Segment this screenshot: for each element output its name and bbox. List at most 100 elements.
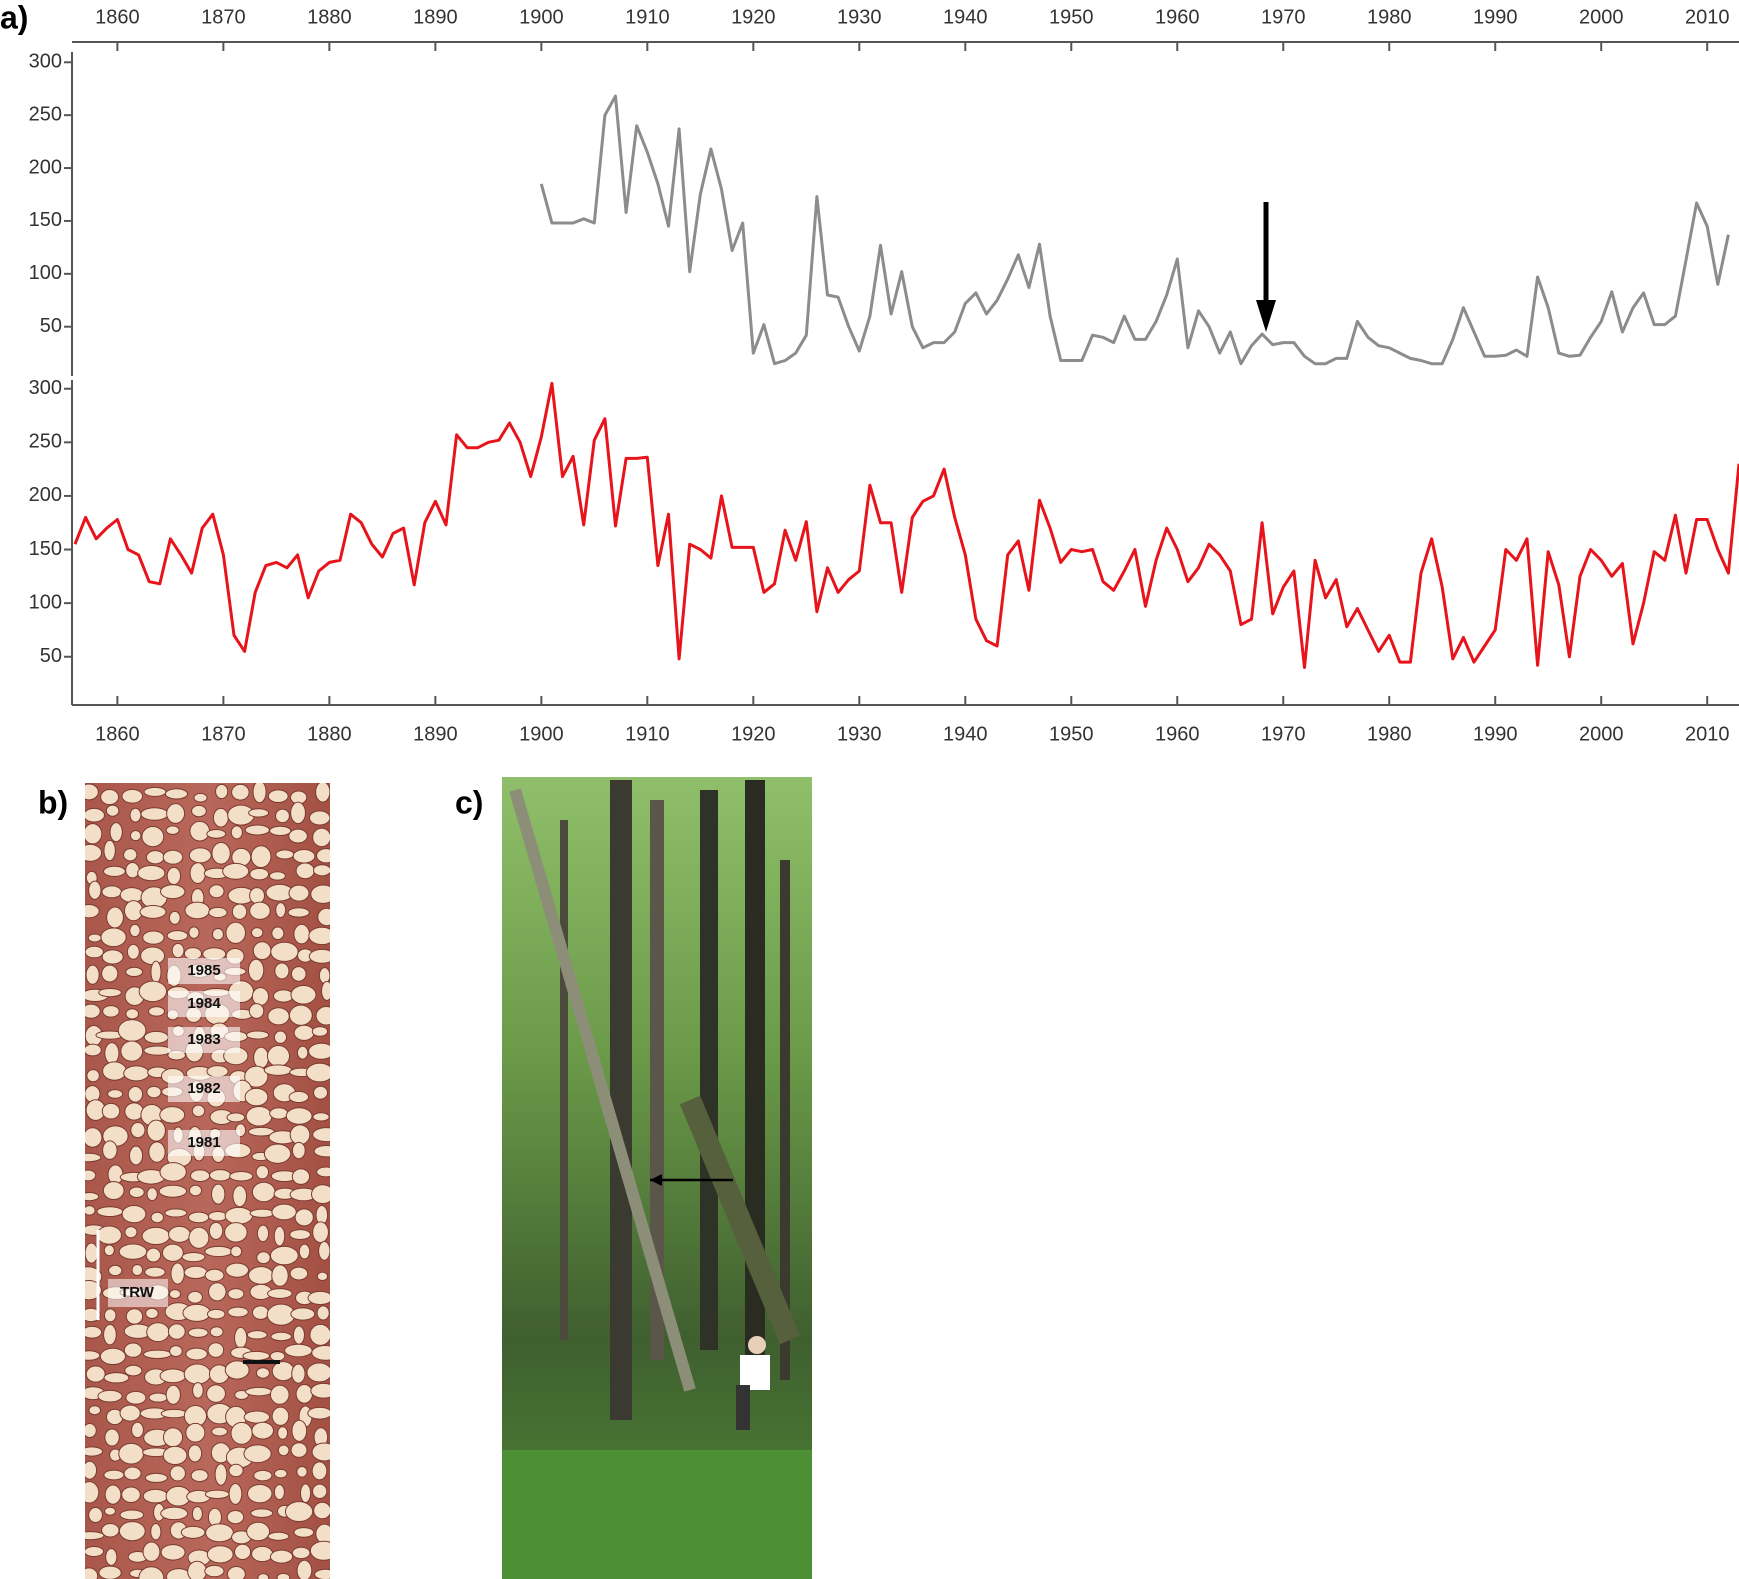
vessel [85,807,105,823]
vessel [124,1364,143,1377]
vessel [253,1469,273,1482]
x-tick-label: 1870 [201,6,246,28]
vessel [185,1347,208,1361]
x-tick-label: 1950 [1049,723,1094,745]
ring-year-label: 1983 [187,1031,220,1048]
vessel [192,1382,204,1399]
vessel [102,1061,127,1081]
vessel [234,1326,248,1349]
vessel [170,1262,185,1285]
vessel [103,1469,125,1481]
vessel [129,807,142,823]
vessel [256,1224,270,1243]
vessel [85,1043,102,1057]
x-tick-label: 1930 [837,723,882,745]
panel-label: b) [38,784,68,820]
ring-label-box [168,958,240,984]
vessel [193,792,208,803]
vessel [120,1040,144,1062]
vessel [85,1205,96,1216]
vessel [291,1419,308,1442]
vessel [315,783,330,803]
vessel [85,1531,105,1541]
vessel [250,927,264,939]
vessel [321,980,330,1001]
vessel [312,1483,328,1499]
vessel [248,1266,275,1285]
vessel [85,1169,97,1182]
vessel [101,964,119,983]
vessel [129,1145,144,1166]
x-tick-label: 1940 [943,723,988,745]
vessel [234,1543,252,1561]
vessel [250,845,272,869]
y-tick-label: 200 [29,484,62,506]
vessel [275,808,290,824]
x-tick-label: 2000 [1579,6,1624,28]
vessel [243,1410,271,1424]
vessel [293,923,310,945]
vessel [85,1545,105,1558]
vessel [191,1506,203,1522]
vessel [191,804,207,818]
vessel [244,1087,269,1107]
x-tick-label: 1990 [1473,723,1518,745]
vessel [206,1384,227,1403]
vessel [97,1389,123,1403]
vessel [312,1127,330,1143]
vessel [291,1546,311,1560]
vessel [271,926,285,941]
vessel [230,1421,253,1445]
vessel [308,926,330,946]
vessel [169,1345,183,1358]
vessel [180,1525,206,1539]
vessel [274,962,290,980]
vessel [290,801,306,825]
vessel [269,1107,289,1120]
vessel [143,1349,172,1359]
vessel [272,989,295,1003]
vessel [222,862,250,880]
vessel [102,865,126,877]
vessel [143,1045,172,1056]
vessel [263,1064,293,1076]
wood-photo [85,783,330,1579]
vessel [105,1548,118,1566]
vessel [159,884,186,900]
vessel [187,1327,209,1338]
vessel [104,1506,116,1516]
vessel [267,1007,290,1026]
vessel [85,843,103,862]
vessel [276,1572,291,1579]
vessel [251,1305,270,1320]
vessel [317,907,330,927]
x-tick-label: 1990 [1473,6,1518,28]
vessel [85,1325,103,1339]
vessel [103,1308,117,1323]
vessel [247,958,265,982]
ring-year-label: 1981 [187,1134,220,1151]
vessel [167,1323,186,1340]
vessel [190,1469,209,1483]
vessel [255,1367,270,1379]
vessel [183,947,203,961]
vessel [255,1164,270,1180]
vessel [271,1264,289,1287]
vessel [246,1330,268,1340]
vessel [275,902,287,918]
ring-label-box [168,1076,240,1102]
vessel [232,1185,248,1208]
vessel [224,1360,250,1380]
x-tick-label: 1910 [625,723,670,745]
vessel [118,1243,148,1260]
y-tick-label: 150 [29,209,62,231]
vessel [244,1386,273,1397]
vessel [182,1303,212,1322]
vessel [125,1308,144,1325]
ring-label-box [108,1279,168,1307]
vessel [126,943,140,960]
vessel [189,862,207,885]
vessel [85,1152,102,1163]
x-tick-label: 1940 [943,6,988,28]
vessel [242,1350,271,1361]
